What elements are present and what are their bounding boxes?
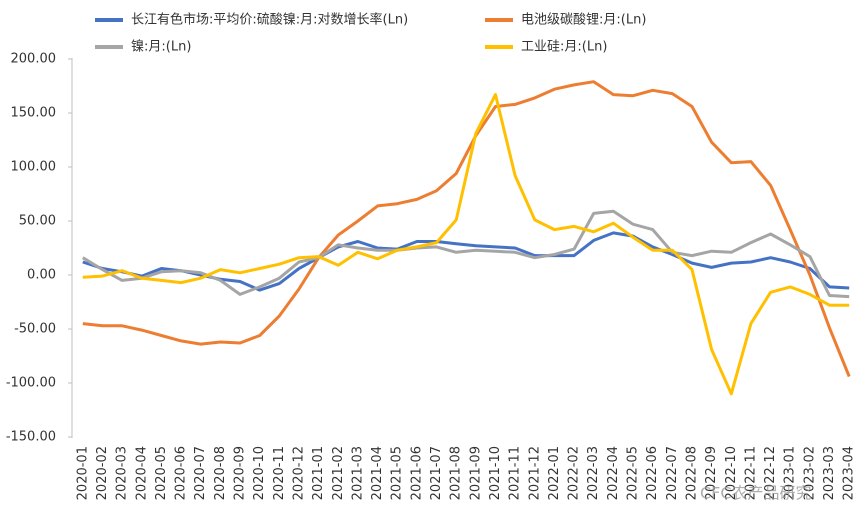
x-tick-label: 2021-05: [390, 446, 405, 500]
x-tick-label: 2021-10: [488, 446, 503, 500]
legend-label: 镍:月:(Ln): [131, 40, 191, 55]
x-tick-label: 2022-12: [763, 446, 778, 500]
x-tick-label: 2022-10: [724, 446, 739, 500]
x-tick-label: 2020-01: [75, 446, 90, 500]
x-tick-label: 2020-12: [291, 446, 306, 500]
x-tick-label: 2020-04: [134, 446, 149, 500]
legend-label: 工业硅:月:(Ln): [521, 40, 607, 55]
x-tick-label: 2020-05: [154, 446, 169, 500]
x-tick-label: 2022-06: [645, 446, 660, 500]
x-tick-label: 2021-12: [527, 446, 542, 500]
x-tick-label: 2022-09: [704, 446, 719, 500]
y-tick-label: 200.00: [11, 52, 57, 67]
y-tick-label: -100.00: [6, 376, 56, 391]
x-tick-label: 2022-02: [567, 446, 582, 500]
series-line: [82, 80, 851, 378]
x-tick-label: 2022-08: [684, 446, 699, 500]
x-tick-label: 2021-04: [370, 446, 385, 500]
x-tick-label: 2020-09: [233, 446, 248, 500]
y-tick-label: -150.00: [6, 430, 56, 445]
x-tick-label: 2023-04: [842, 446, 857, 500]
x-tick-label: 2021-08: [449, 446, 464, 500]
x-tick-label: 2021-02: [331, 446, 346, 500]
y-tick-label: 100.00: [11, 160, 57, 175]
x-tick-label: 2023-02: [802, 446, 817, 500]
x-tick-label: 2023-01: [783, 446, 798, 500]
x-tick-label: 2022-03: [586, 446, 601, 500]
y-tick-label: 0.00: [27, 268, 56, 283]
x-tick-label: 2020-08: [213, 446, 228, 500]
x-tick-label: 2021-03: [350, 446, 365, 500]
series-line: [82, 93, 850, 396]
x-tick-label: 2022-05: [626, 446, 641, 500]
x-tick-label: 2021-06: [409, 446, 424, 500]
x-tick-label: 2021-11: [508, 446, 523, 500]
y-tick-label: -50.00: [14, 322, 56, 337]
x-tick-label: 2021-09: [468, 446, 483, 500]
x-tick-label: 2022-01: [547, 446, 562, 500]
x-tick-label: 2022-04: [606, 446, 621, 500]
x-tick-label: 2021-01: [311, 446, 326, 500]
series-line: [82, 209, 850, 299]
y-tick-label: 50.00: [19, 214, 56, 229]
x-tick-label: 2021-07: [429, 446, 444, 500]
x-tick-label: 2023-03: [822, 446, 837, 500]
x-tick-label: 2020-07: [193, 446, 208, 500]
x-tick-label: 2020-03: [115, 446, 130, 500]
y-tick-label: 150.00: [11, 106, 57, 121]
x-tick-label: 2020-02: [95, 446, 110, 500]
x-tick-label: 2022-11: [743, 446, 758, 500]
legend-label: 长江有色市场:平均价:硫酸镍:月:对数增长率(Ln): [131, 12, 408, 28]
x-tick-label: 2020-11: [272, 446, 287, 500]
legend-label: 电池级碳酸锂:月:(Ln): [521, 13, 646, 28]
watermark: CFC农产品研究: [700, 484, 812, 503]
x-tick-label: 2020-06: [174, 446, 189, 500]
x-tick-label: 2022-07: [665, 446, 680, 500]
x-tick-label: 2020-10: [252, 446, 267, 500]
